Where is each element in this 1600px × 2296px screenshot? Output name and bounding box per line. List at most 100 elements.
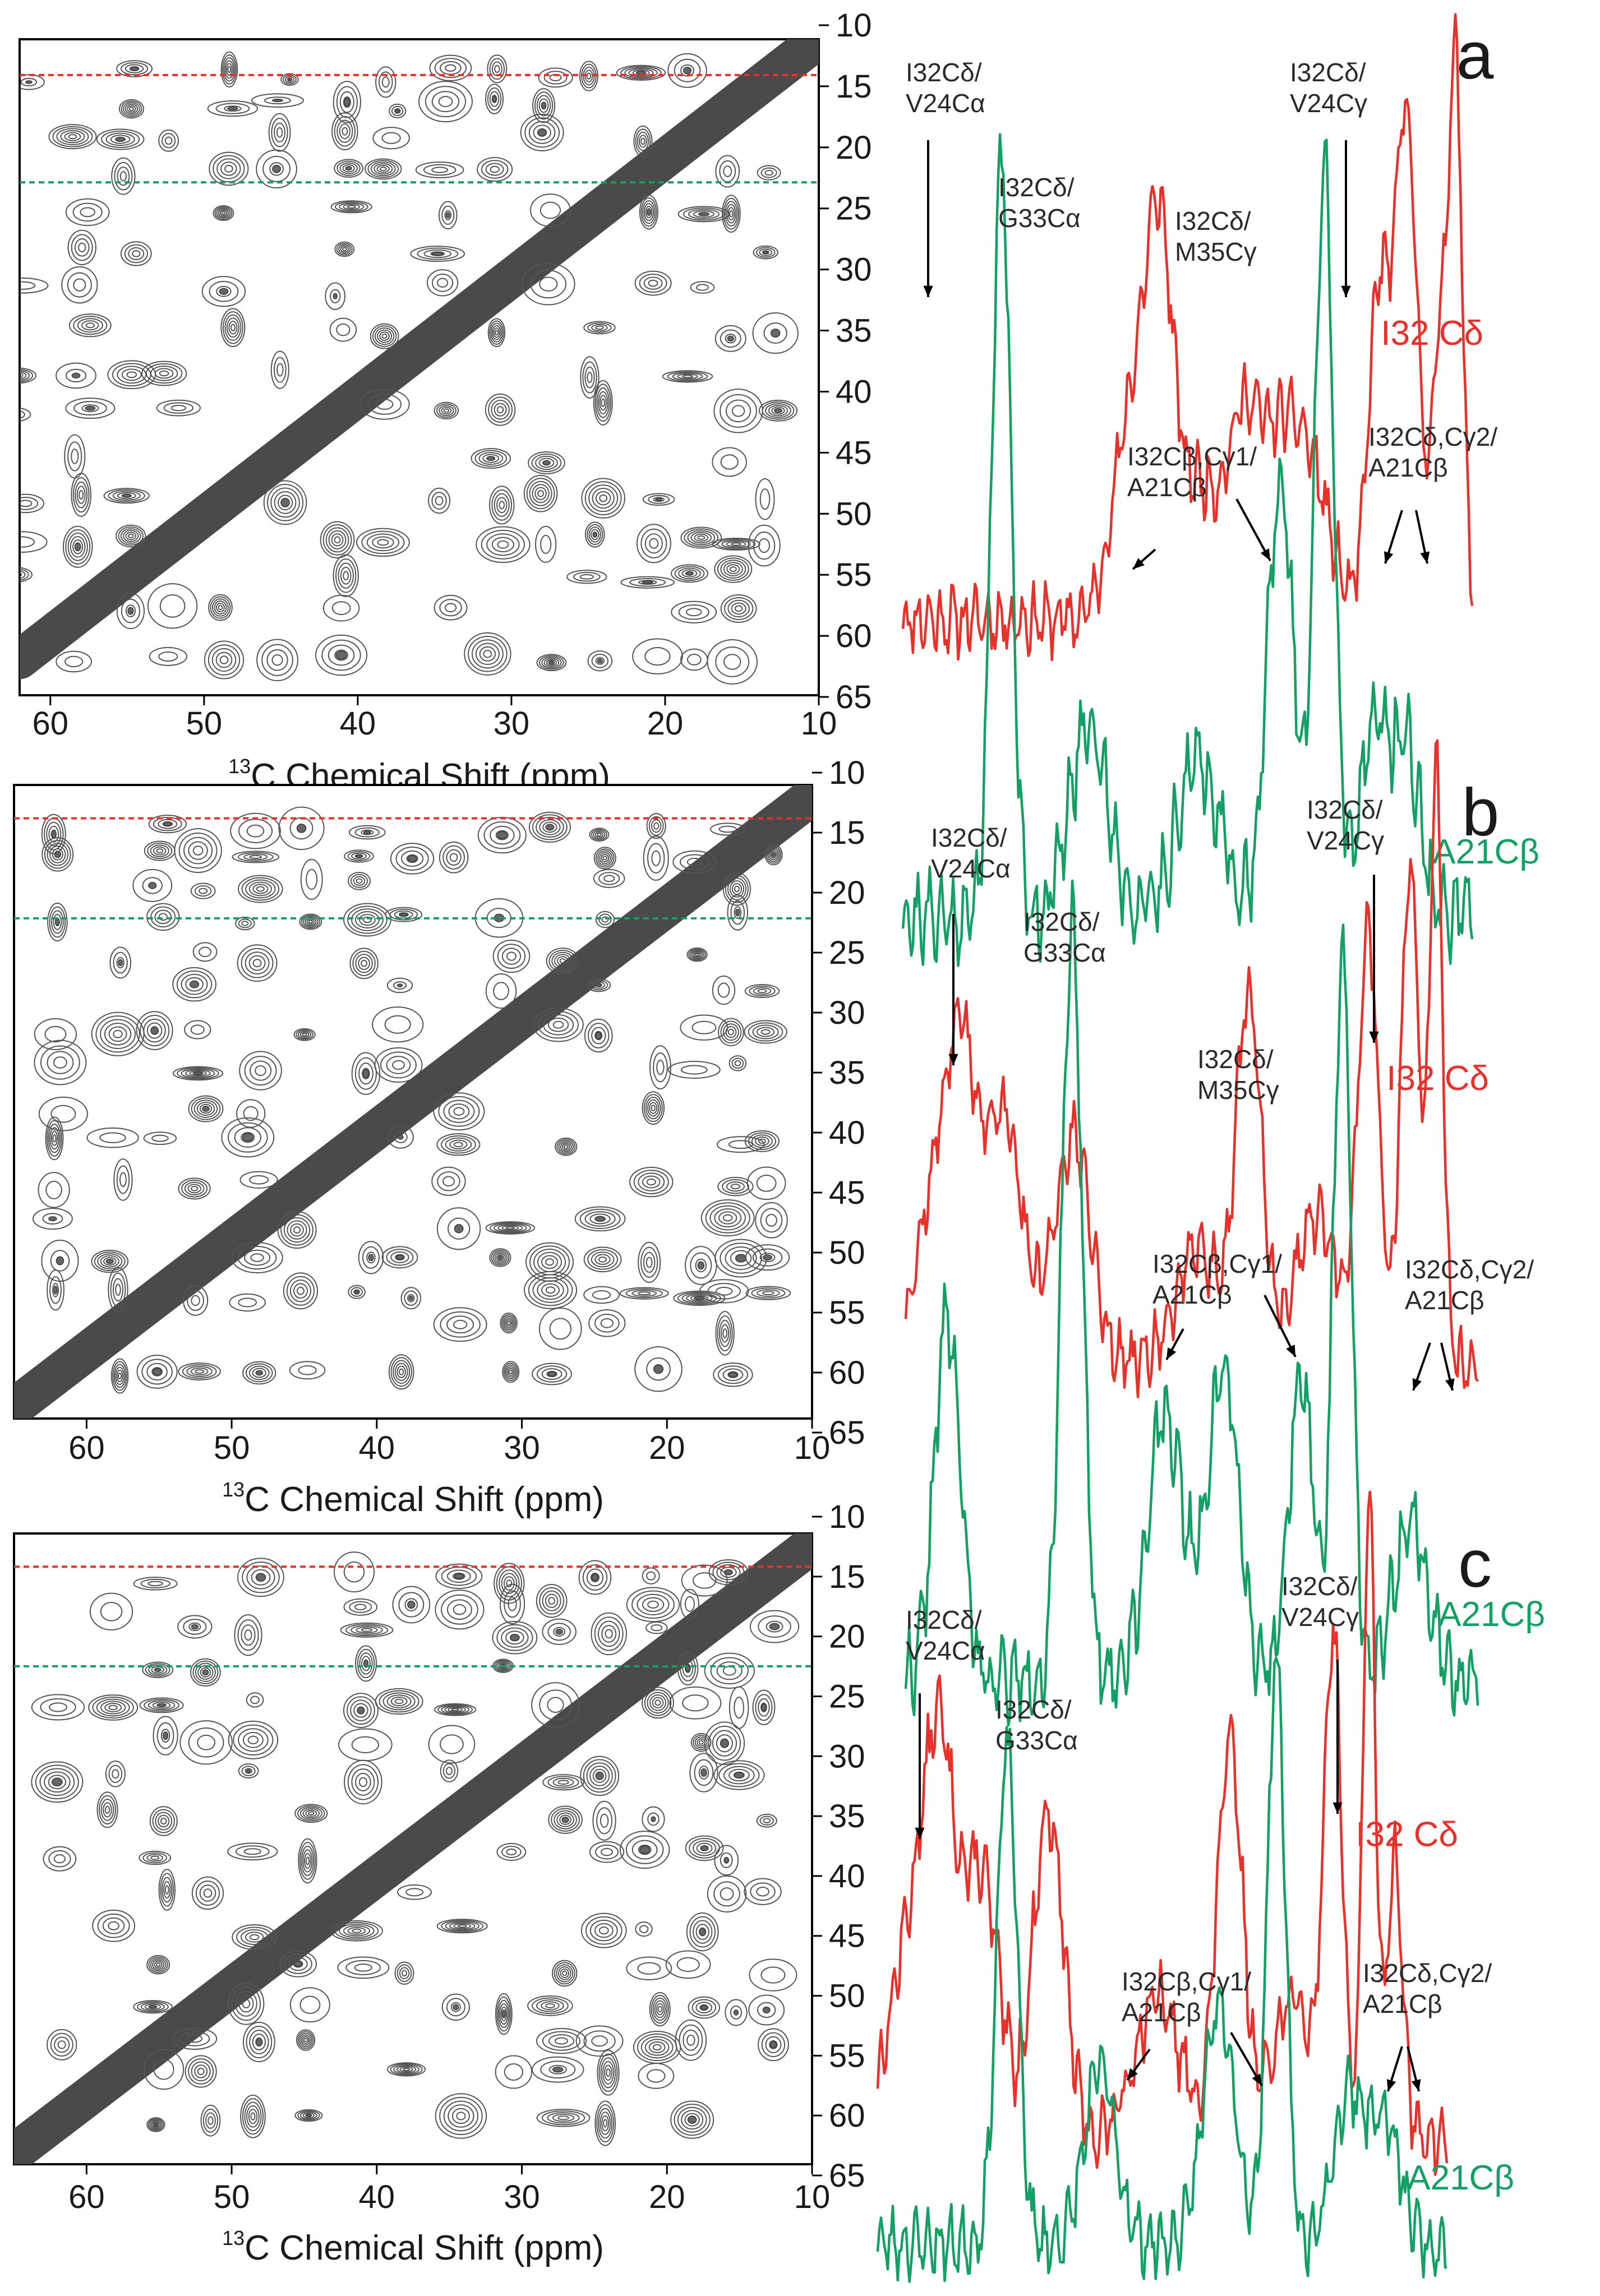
contour-level xyxy=(145,1663,170,1677)
cross-peak xyxy=(642,1687,674,1719)
contour-level xyxy=(545,1258,555,1266)
contour-level xyxy=(716,1661,743,1680)
contour-level xyxy=(529,1245,570,1279)
contour-core xyxy=(130,66,139,71)
cross-peak xyxy=(400,1287,422,1310)
cross-peak xyxy=(174,828,222,874)
contour-level xyxy=(159,370,169,377)
contour-level xyxy=(269,162,284,176)
cross-peak xyxy=(755,478,775,520)
cross-peak xyxy=(487,54,508,84)
contour-level xyxy=(347,205,356,209)
cross-peak xyxy=(386,2062,426,2077)
contour-level xyxy=(538,1308,582,1350)
contour-level xyxy=(713,1881,740,1907)
cross-peak xyxy=(299,913,322,930)
contour-level xyxy=(153,2059,174,2080)
contour-level xyxy=(221,1117,275,1158)
cross-peak xyxy=(92,1909,136,1942)
contour-level xyxy=(218,604,223,611)
cross-peak xyxy=(531,2056,584,2083)
contour-level xyxy=(540,2001,560,2011)
contour-level xyxy=(589,1919,618,1942)
contour-level xyxy=(554,1810,577,1830)
contour-level xyxy=(726,541,746,547)
contour-level xyxy=(437,1171,460,1191)
cross-peak xyxy=(343,1598,378,1616)
contour-level xyxy=(109,946,132,979)
contour-core xyxy=(148,881,157,889)
cross-peak xyxy=(496,1843,527,1861)
contour-level xyxy=(428,1725,476,1764)
contour-level xyxy=(144,2003,162,2010)
contour-level xyxy=(181,1068,215,1079)
cross-peak xyxy=(149,1806,178,1836)
cross-peak xyxy=(228,1720,279,1759)
contour-core xyxy=(541,101,547,110)
cross-peak xyxy=(351,1052,381,1095)
contour-level xyxy=(158,819,178,829)
contour-level xyxy=(372,325,397,347)
cross-peak xyxy=(242,2022,275,2063)
contour-level xyxy=(195,1880,220,1906)
contour-level xyxy=(446,1998,465,2017)
contour-level xyxy=(276,363,284,377)
contour-level xyxy=(436,1207,481,1250)
contour-level xyxy=(353,1289,361,1295)
cross-peak xyxy=(581,478,625,519)
contour-level xyxy=(760,167,777,178)
cross-peak xyxy=(133,1577,178,1591)
cross-peak xyxy=(528,451,565,474)
contour-level xyxy=(594,1616,624,1651)
cross-peak xyxy=(356,528,410,557)
contour-level xyxy=(584,1211,616,1227)
contour-level xyxy=(759,1253,776,1263)
contour-level xyxy=(320,521,355,559)
contour-level xyxy=(347,871,371,890)
contour-level xyxy=(651,1624,663,1632)
contour-level xyxy=(136,1355,178,1389)
cross-peak xyxy=(542,1618,577,1645)
contour-level xyxy=(745,1244,790,1271)
contour-level xyxy=(449,1139,468,1149)
x-tick-label: 10 xyxy=(794,1430,831,1466)
contour-level xyxy=(441,1566,477,1586)
contour-level xyxy=(752,1024,779,1040)
contour-level xyxy=(485,163,504,176)
contour-level xyxy=(644,647,671,666)
contour-level xyxy=(662,370,713,383)
contour-level xyxy=(372,1006,424,1043)
cross-peak xyxy=(141,361,187,386)
contour-level xyxy=(274,491,297,514)
contour-level xyxy=(483,821,521,849)
contour-level xyxy=(501,1846,522,1858)
contour-level xyxy=(716,1734,734,1753)
contour-level xyxy=(491,94,497,104)
cross-peak xyxy=(665,1950,711,1979)
contour-level xyxy=(715,155,740,188)
cross-peak xyxy=(471,448,511,469)
cross-peak xyxy=(634,1346,683,1392)
contour-level xyxy=(302,2112,315,2119)
cross-peak xyxy=(662,370,713,383)
contour-level xyxy=(123,530,139,542)
contour-level xyxy=(757,165,781,181)
contour-level xyxy=(591,529,600,540)
contour-level xyxy=(179,2031,210,2046)
contour-core xyxy=(687,2115,697,2124)
annotation-line2: A21Cβ xyxy=(1405,1286,1484,1315)
contour-level xyxy=(345,1960,381,1975)
contour-level xyxy=(691,1999,717,2016)
contour-level xyxy=(50,910,64,934)
contour-level xyxy=(756,1813,777,1828)
contour-level xyxy=(723,165,732,177)
contour-level xyxy=(645,206,653,219)
contour-core xyxy=(763,251,769,255)
contour-level xyxy=(653,497,665,502)
contour-level xyxy=(730,2005,743,2020)
y-tick-label: 35 xyxy=(829,1055,865,1091)
contour-level xyxy=(536,95,551,117)
contour-level xyxy=(596,2104,615,2142)
contour-level xyxy=(631,1590,675,1619)
contour-level xyxy=(149,646,188,666)
